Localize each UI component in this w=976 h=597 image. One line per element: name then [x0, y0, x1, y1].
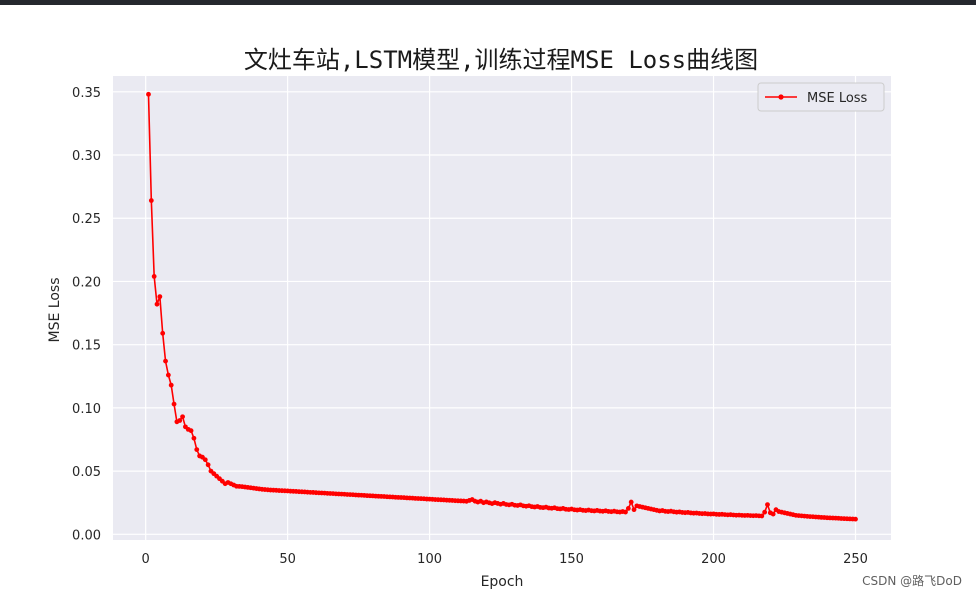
chart-title: 文灶车站,LSTM模型,训练过程MSE Loss曲线图	[244, 46, 758, 74]
x-tick-label: 150	[559, 552, 584, 567]
plot-background	[113, 76, 891, 540]
data-point	[165, 372, 171, 378]
x-axis-label: Epoch	[481, 574, 524, 590]
y-tick-label: 0.15	[72, 339, 101, 354]
data-point	[853, 516, 858, 522]
y-tick-label: 0.35	[72, 86, 101, 101]
data-point	[625, 505, 631, 511]
legend-label: MSE Loss	[807, 91, 868, 106]
data-point	[770, 511, 776, 517]
data-point	[148, 198, 154, 203]
data-point	[765, 502, 770, 507]
data-point	[160, 330, 166, 336]
y-axis-label: MSE Loss	[47, 278, 63, 343]
x-tick-label: 250	[843, 552, 868, 567]
data-point	[177, 418, 183, 423]
data-point	[168, 382, 174, 388]
data-point	[171, 401, 177, 407]
y-tick-label: 0.10	[72, 402, 101, 417]
data-point	[157, 294, 163, 300]
grid-lines	[113, 76, 891, 540]
y-tick-label: 0.30	[72, 149, 101, 164]
legend-box	[757, 82, 885, 112]
data-point	[191, 435, 197, 441]
data-point	[759, 513, 765, 519]
x-tick-label: 0	[142, 552, 150, 567]
data-point	[202, 457, 208, 463]
legend: MSE Loss	[757, 82, 885, 112]
data-point	[205, 462, 211, 468]
data-point	[628, 499, 634, 505]
data-point	[631, 507, 637, 513]
data-point	[151, 273, 157, 279]
data-point	[762, 509, 768, 515]
x-tick-labels: 0 50 100 150 200 250	[142, 552, 868, 567]
y-tick-labels: 0.00 0.05 0.10 0.15 0.20 0.25 0.30 0.35	[72, 86, 101, 544]
x-tick-label: 100	[417, 552, 442, 567]
data-point	[188, 428, 194, 434]
data-point	[146, 91, 151, 97]
series-mse-loss	[146, 91, 858, 522]
data-point	[623, 509, 628, 515]
y-tick-label: 0.25	[72, 212, 101, 227]
watermark: CSDN @路飞DoD	[862, 574, 962, 588]
y-tick-label: 0.00	[72, 528, 101, 543]
data-point	[194, 447, 200, 452]
y-tick-label: 0.20	[72, 275, 101, 290]
data-point	[180, 414, 185, 420]
y-tick-label: 0.05	[72, 465, 101, 480]
x-tick-label: 200	[701, 552, 726, 567]
window-top-bar	[0, 0, 976, 5]
data-point	[154, 301, 160, 307]
data-point	[163, 358, 168, 364]
legend-marker	[778, 94, 784, 100]
x-tick-label: 50	[279, 552, 296, 567]
